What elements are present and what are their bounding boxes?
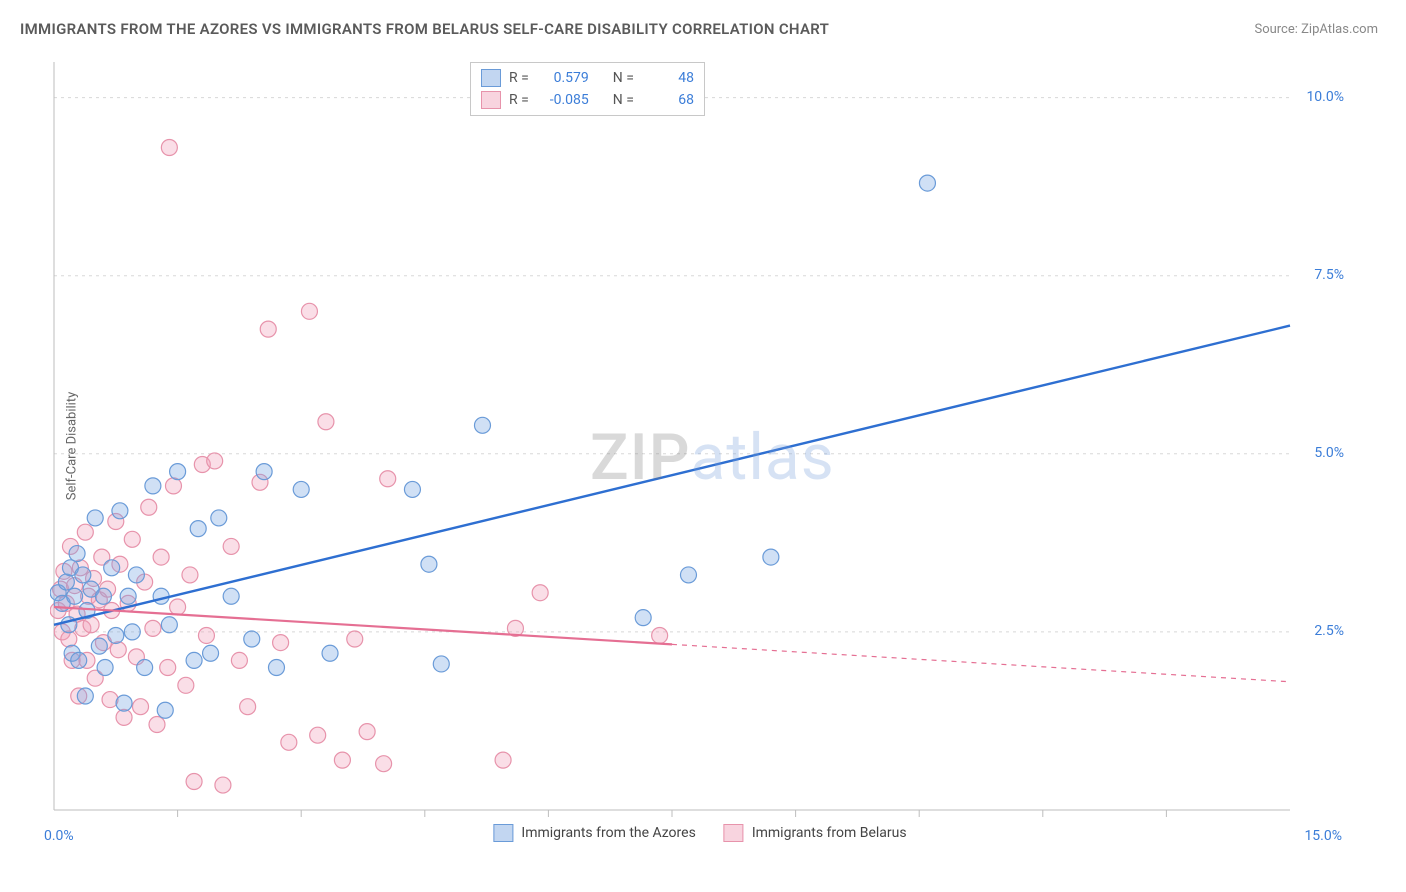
y-tick-label: 2.5% (1314, 623, 1344, 639)
series-legend-item: Immigrants from the Azores (493, 824, 695, 842)
y-tick-label: 5.0% (1314, 445, 1344, 461)
series-legend: Immigrants from the Azores Immigrants fr… (493, 824, 906, 842)
n-label: N = (613, 92, 634, 108)
r-label: R = (509, 70, 529, 86)
source-label: Source: ZipAtlas.com (1254, 22, 1378, 37)
r-label: R = (509, 92, 529, 108)
legend-swatch-azores (481, 69, 501, 87)
y-tick-label: 7.5% (1314, 267, 1344, 283)
series-label: Immigrants from the Azores (521, 825, 695, 841)
n-label: N = (613, 70, 634, 86)
r-value: 0.579 (537, 70, 589, 86)
legend-swatch-azores (493, 824, 513, 842)
chart-title: IMMIGRANTS FROM THE AZORES VS IMMIGRANTS… (20, 20, 829, 38)
legend-swatch-belarus (724, 824, 744, 842)
r-value: -0.085 (537, 92, 589, 108)
stats-legend-row: R = -0.085 N = 68 (481, 89, 694, 111)
chart-container: IMMIGRANTS FROM THE AZORES VS IMMIGRANTS… (0, 0, 1406, 892)
legend-swatch-belarus (481, 91, 501, 109)
plot-area: ZIPatlas R = 0.579 N = 48 R = -0.085 N =… (50, 60, 1350, 840)
x-tick-label: 0.0% (44, 828, 74, 844)
n-value: 48 (642, 70, 694, 86)
stats-legend-row: R = 0.579 N = 48 (481, 67, 694, 89)
series-label: Immigrants from Belarus (752, 825, 907, 841)
series-legend-item: Immigrants from Belarus (724, 824, 907, 842)
n-value: 68 (642, 92, 694, 108)
x-tick-label: 15.0% (1304, 828, 1342, 844)
y-tick-label: 10.0% (1306, 89, 1344, 105)
scatter-plot-svg (50, 60, 1350, 840)
stats-legend: R = 0.579 N = 48 R = -0.085 N = 68 (470, 62, 705, 116)
